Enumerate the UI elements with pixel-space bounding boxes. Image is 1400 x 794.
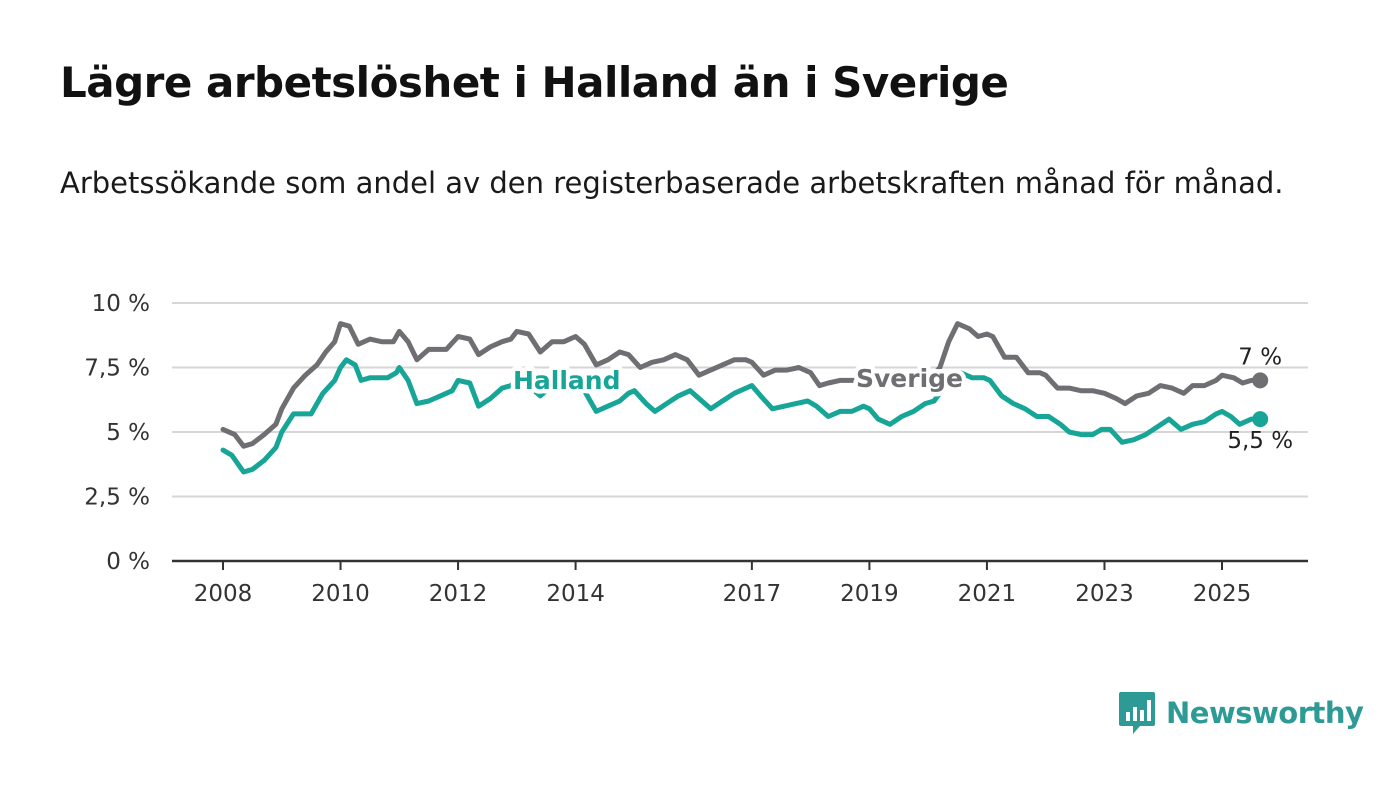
sverige-label: Sverige (856, 364, 963, 393)
bar-chart-icon (1119, 692, 1155, 734)
brand-name: Newsworthy (1166, 696, 1364, 730)
y-tick-label: 0 % (106, 549, 150, 575)
x-tick-label: 2023 (1075, 581, 1134, 607)
y-tick-label: 2,5 % (84, 485, 150, 511)
x-tick-label: 2008 (194, 581, 253, 607)
series-labels: Halland Sverige 7 % 5,5 % (509, 344, 1294, 454)
sverige-end-label: 7 % (1238, 344, 1282, 370)
y-tick-label: 10 % (92, 291, 150, 317)
x-tick-label: 2019 (840, 581, 899, 607)
x-tick-label: 2021 (958, 581, 1017, 607)
sverige-end-point (1252, 372, 1269, 389)
x-tick-label: 2014 (546, 581, 605, 607)
x-tick-label: 2017 (723, 581, 782, 607)
gridlines (172, 302, 1308, 498)
halland-end-label: 5,5 % (1227, 428, 1293, 454)
y-tick-label: 7,5 % (84, 356, 150, 382)
x-axis: 2008 2010 2012 2014 2017 2019 2021 2023 2025 (172, 559, 1308, 607)
y-tick-label: 5 % (106, 420, 150, 446)
halland-label: Halland (513, 366, 621, 395)
y-axis: 0 % 2,5 % 5 % 7,5 % 10 % (84, 291, 150, 575)
chart-subtitle: Arbetssökande som andel av den registerb… (60, 166, 1284, 200)
chart-title: Lägre arbetslöshet i Halland än i Sverig… (60, 58, 1009, 107)
x-tick-label: 2012 (429, 581, 488, 607)
halland-line (220, 357, 1263, 475)
halland-end-point (1252, 411, 1269, 428)
x-tick-label: 2025 (1193, 581, 1252, 607)
sverige-line (220, 321, 1263, 449)
series-lines (220, 321, 1269, 475)
newsworthy-logo[interactable]: Newsworthy (1118, 690, 1364, 736)
x-tick-label: 2010 (311, 581, 370, 607)
